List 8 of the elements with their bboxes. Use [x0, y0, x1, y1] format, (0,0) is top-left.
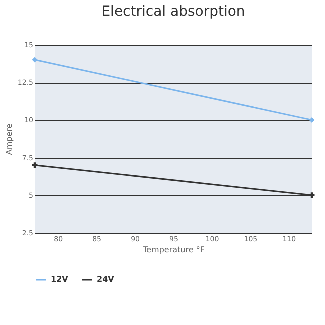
point — [32, 57, 38, 63]
point — [32, 162, 38, 168]
y-axis-title: Ampere — [4, 124, 14, 156]
x-axis-title: Temperature °F — [142, 246, 206, 254]
legend-label: 24V — [97, 275, 116, 284]
chart-title: Electrical absorption — [102, 4, 246, 20]
point — [309, 117, 315, 123]
legend-label: 12V — [51, 275, 70, 284]
